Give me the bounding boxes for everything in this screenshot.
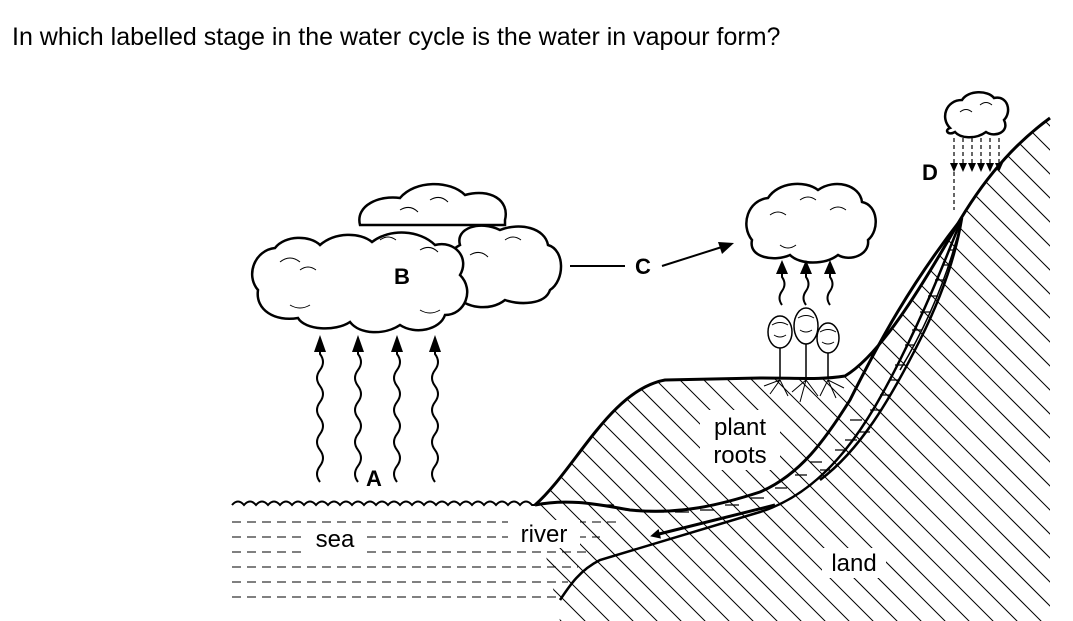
label-river: river — [521, 521, 568, 548]
label-plant: plant — [714, 414, 766, 441]
hatch-line — [535, 118, 829, 621]
hatch-line — [0, 0, 300, 621]
label-land: land — [831, 550, 876, 577]
hatch-line — [535, 118, 925, 621]
hatch-line — [843, 118, 1050, 621]
cloud-c — [745, 182, 877, 264]
hatch-line — [535, 118, 853, 621]
hatch-line — [535, 118, 757, 621]
hatch-line — [675, 118, 1050, 621]
hatch-line — [555, 118, 1050, 621]
rain-arrows — [950, 138, 1003, 210]
groundwater-dashes — [600, 249, 956, 513]
hatch-line — [627, 118, 1050, 621]
hatch-line — [535, 118, 781, 621]
cloud-d — [943, 91, 1010, 139]
hatch-line — [535, 118, 901, 621]
river-channel — [534, 217, 964, 539]
label-roots: roots — [713, 442, 766, 469]
label-sea: sea — [316, 526, 355, 553]
hatch-line — [603, 118, 1050, 621]
land-outline — [534, 116, 1051, 507]
hatch-line — [579, 118, 1050, 621]
label-d: D — [922, 160, 938, 185]
hatch-line — [939, 118, 1050, 621]
sea-region — [231, 500, 620, 598]
label-b: B — [394, 264, 410, 289]
hatch-line — [535, 118, 1050, 621]
hatch-line — [651, 118, 1050, 621]
transpiration-arrows — [776, 260, 836, 306]
hatch-line — [535, 118, 1050, 621]
evaporation-arrows — [314, 335, 441, 483]
hatch-line — [535, 118, 1050, 621]
river-flow-arrow — [650, 503, 776, 539]
hatch-line — [535, 118, 805, 621]
cloud-b — [250, 182, 563, 334]
hatch-line — [747, 118, 1050, 621]
stage-c-connector — [570, 242, 734, 267]
land-lower-edge — [558, 217, 964, 601]
sea-surface-wave — [231, 500, 535, 507]
label-c: C — [635, 254, 651, 279]
hatch-line — [535, 118, 877, 621]
hatch-line — [535, 118, 733, 621]
hatch-line — [535, 118, 709, 621]
hatch-line — [987, 118, 1050, 621]
plants — [763, 307, 845, 403]
label-a: A — [366, 466, 382, 491]
question-text: In which labelled stage in the water cyc… — [12, 23, 781, 51]
